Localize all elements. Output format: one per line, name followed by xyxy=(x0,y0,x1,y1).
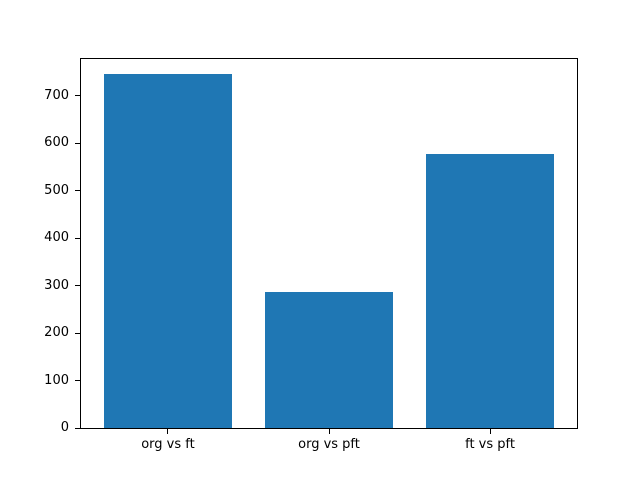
x-tick-label: org vs pft xyxy=(298,437,360,452)
y-tick-label: 0 xyxy=(60,420,69,435)
y-tick-label: 500 xyxy=(44,182,69,198)
x-tick-mark xyxy=(167,429,169,434)
y-tick-label: 400 xyxy=(44,230,69,246)
plot-area: 0 100 200 300 400 500 600 700 org vs ft org vs pf… xyxy=(44,58,578,452)
y-tick-mark xyxy=(75,427,80,429)
y-tick-label: 200 xyxy=(44,325,69,341)
x-tick-mark xyxy=(328,429,330,434)
x-tick-label: ft vs pft xyxy=(465,437,515,452)
y-tick-label: 600 xyxy=(44,135,69,151)
bar-ft-vs-pft xyxy=(425,153,555,428)
x-tick-label: org vs ft xyxy=(141,437,195,452)
y-tick-mark xyxy=(75,142,80,144)
y-tick-mark xyxy=(75,332,80,334)
y-tick-mark xyxy=(75,285,80,287)
y-tick-label: 700 xyxy=(44,87,69,103)
x-tick-mark xyxy=(489,429,491,434)
y-tick-mark xyxy=(75,380,80,381)
bar-org-vs-ft xyxy=(103,74,233,428)
y-tick-mark xyxy=(75,95,80,97)
y-tick-label: 300 xyxy=(44,277,69,293)
bar-org-vs-pft xyxy=(264,292,394,428)
y-tick-mark xyxy=(75,190,80,192)
y-tick-mark xyxy=(75,237,80,239)
y-tick-label: 100 xyxy=(44,372,69,388)
